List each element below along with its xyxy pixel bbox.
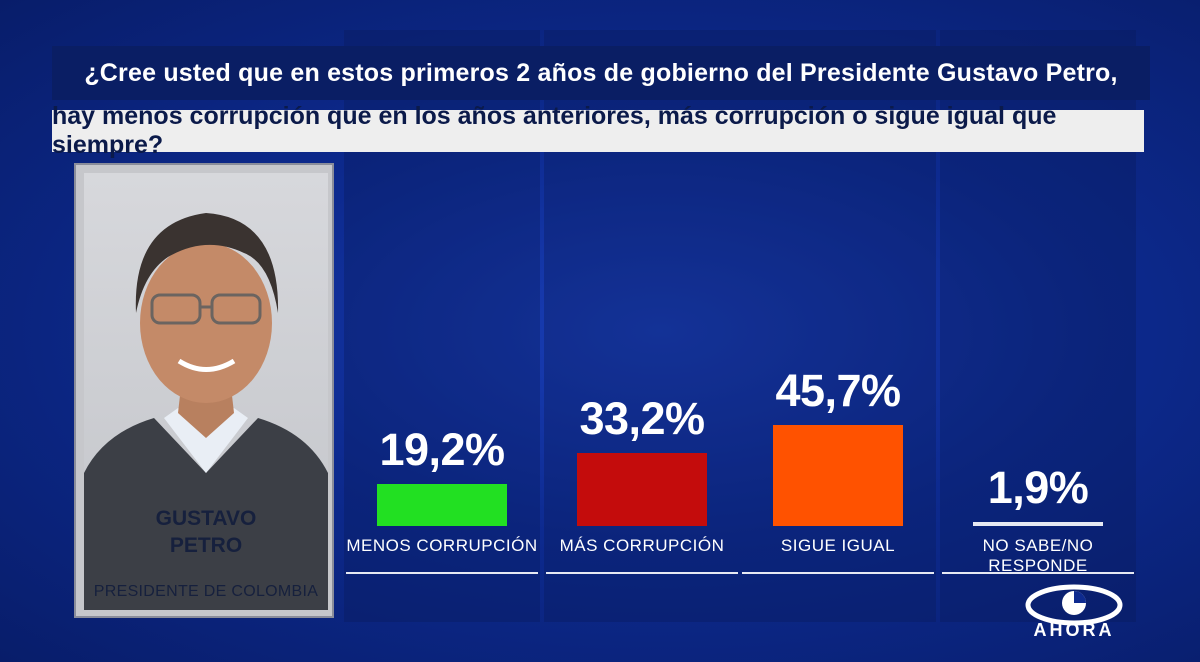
category-baseline bbox=[546, 572, 738, 574]
category-baseline bbox=[942, 572, 1134, 574]
person-name: GUSTAVO PETRO bbox=[84, 505, 328, 559]
bar-2 bbox=[577, 452, 707, 526]
person-portrait-icon bbox=[84, 213, 328, 610]
person-card: GUSTAVO PETRO PRESIDENTE DE COLOMBIA bbox=[74, 163, 334, 618]
bar-value-label: 33,2% bbox=[579, 392, 705, 444]
category-label: NO SABE/NO RESPONDE bbox=[982, 536, 1094, 575]
category-baseline bbox=[742, 572, 934, 574]
category-label: MÁS CORRUPCIÓN bbox=[559, 536, 725, 555]
caracol-logo-icon bbox=[1025, 584, 1123, 626]
portrait-photo: GUSTAVO PETRO PRESIDENTE DE COLOMBIA bbox=[84, 173, 328, 610]
category-baseline bbox=[346, 572, 538, 574]
bar-3 bbox=[773, 425, 903, 526]
person-name-last: PETRO bbox=[169, 534, 243, 557]
category-label: SIGUE IGUAL bbox=[780, 536, 896, 555]
bar-value-label: 19,2% bbox=[379, 423, 505, 475]
person-role: PRESIDENTE DE COLOMBIA bbox=[93, 583, 319, 600]
bar-4 bbox=[973, 521, 1103, 526]
category-label: MENOS CORRUPCIÓN bbox=[346, 536, 538, 555]
bar-1 bbox=[377, 483, 507, 526]
question-line-1: ¿Cree usted que en estos primeros 2 años… bbox=[52, 46, 1150, 100]
logo-text: AHORA bbox=[1033, 620, 1115, 640]
bar-value-label: 1,9% bbox=[987, 461, 1089, 513]
bar-value-label: 45,7% bbox=[775, 365, 901, 416]
person-name-first: GUSTAVO bbox=[155, 507, 257, 530]
